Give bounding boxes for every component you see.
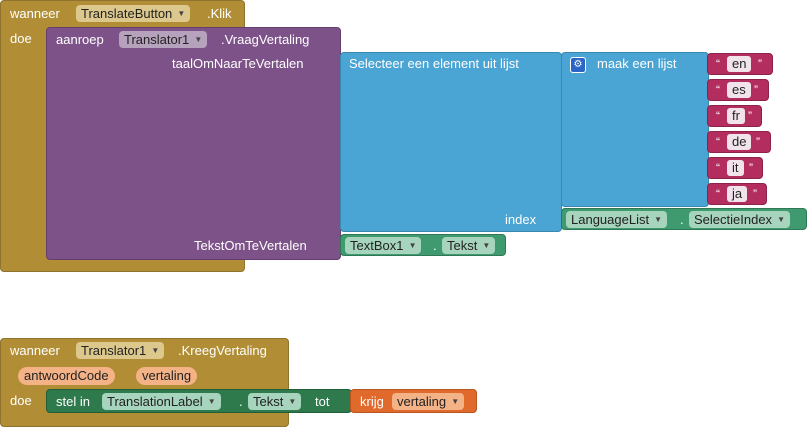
- event-name: .Klik: [207, 6, 232, 21]
- set-property-dropdown[interactable]: Tekst ▼: [248, 393, 302, 410]
- param-antwoordcode[interactable]: antwoordCode: [18, 367, 115, 385]
- variable-label: vertaling: [397, 394, 447, 409]
- param-taal-label: taalOmNaarTeVertalen: [172, 56, 304, 71]
- chevron-down-icon: ▼: [151, 346, 160, 355]
- quote-close: ”: [754, 83, 758, 97]
- quote-open: “: [716, 187, 720, 201]
- call-keyword: aanroep: [56, 32, 104, 47]
- dot-separator: .: [680, 212, 684, 227]
- chevron-down-icon: ▼: [177, 9, 186, 18]
- to-label: tot: [315, 394, 330, 409]
- set-keyword: stel in: [56, 394, 90, 409]
- make-list-label: maak een lijst: [597, 56, 677, 71]
- textbox-label: TextBox1: [350, 238, 404, 253]
- quote-open: “: [716, 109, 720, 123]
- languagelist-label: LanguageList: [571, 212, 650, 227]
- index-label: index: [505, 212, 537, 227]
- text-item-fr[interactable]: “ fr ”: [707, 105, 762, 127]
- quote-open: “: [716, 161, 720, 175]
- variable-dropdown[interactable]: vertaling ▼: [392, 393, 465, 410]
- component-dropdown-label: TranslateButton: [81, 6, 173, 21]
- text-value[interactable]: it: [727, 160, 744, 176]
- get-keyword: krijg: [360, 394, 384, 409]
- text-value[interactable]: de: [727, 134, 752, 150]
- textbox-dropdown[interactable]: TextBox1 ▼: [345, 237, 422, 254]
- make-list-block[interactable]: [561, 52, 709, 207]
- text-value[interactable]: fr: [727, 108, 745, 124]
- component-dropdown[interactable]: Translator1 ▼: [76, 342, 165, 359]
- quote-open: “: [716, 135, 720, 149]
- component-dropdown[interactable]: TranslateButton ▼: [76, 5, 191, 22]
- chevron-down-icon: ▼: [451, 397, 460, 406]
- chevron-down-icon: ▼: [777, 215, 786, 224]
- text-value[interactable]: ja: [727, 186, 748, 202]
- set-component-dropdown[interactable]: TranslationLabel ▼: [102, 393, 221, 410]
- param-vertaling[interactable]: vertaling: [136, 367, 198, 385]
- text-property-dropdown[interactable]: Tekst ▼: [442, 237, 496, 254]
- text-item-de[interactable]: “ de ”: [707, 131, 771, 153]
- quote-close: ”: [756, 135, 760, 149]
- do-label: doe: [10, 393, 32, 408]
- property-dropdown[interactable]: SelectieIndex ▼: [689, 211, 791, 228]
- set-property-label: Tekst: [253, 394, 284, 409]
- chevron-down-icon: ▼: [288, 397, 297, 406]
- select-list-item-block[interactable]: [340, 52, 562, 232]
- do-label: doe: [10, 31, 32, 46]
- gear-icon[interactable]: ⚙: [570, 57, 586, 73]
- quote-close: ”: [758, 57, 762, 71]
- chevron-down-icon: ▼: [654, 215, 663, 224]
- text-value[interactable]: en: [727, 56, 752, 72]
- call-component-dropdown[interactable]: Translator1 ▼: [119, 31, 208, 48]
- method-name: .VraagVertaling: [221, 32, 310, 47]
- chevron-down-icon: ▼: [482, 241, 491, 250]
- component-dropdown-label: Translator1: [81, 343, 147, 358]
- text-item-en[interactable]: “ en ”: [707, 53, 773, 75]
- text-item-it[interactable]: “ it ”: [707, 157, 763, 179]
- quote-close: ”: [748, 109, 752, 123]
- call-component-label: Translator1: [124, 32, 190, 47]
- chevron-down-icon: ▼: [408, 241, 417, 250]
- text-value[interactable]: es: [727, 82, 751, 98]
- quote-open: “: [716, 57, 720, 71]
- quote-open: “: [716, 83, 720, 97]
- quote-close: ”: [753, 187, 757, 201]
- quote-close: ”: [749, 161, 753, 175]
- text-property-label: Tekst: [447, 238, 478, 253]
- event-keyword: wanneer: [10, 6, 60, 21]
- select-label: Selecteer een element uit lijst: [349, 56, 519, 71]
- text-item-ja[interactable]: “ ja ”: [707, 183, 767, 205]
- chevron-down-icon: ▼: [194, 35, 203, 44]
- text-item-es[interactable]: “ es ”: [707, 79, 769, 101]
- property-label: SelectieIndex: [694, 212, 773, 227]
- set-component-label: TranslationLabel: [107, 394, 203, 409]
- dot-separator: .: [239, 394, 243, 409]
- param-tekst-label: TekstOmTeVertalen: [194, 238, 307, 253]
- languagelist-dropdown[interactable]: LanguageList ▼: [566, 211, 668, 228]
- chevron-down-icon: ▼: [207, 397, 216, 406]
- dot-separator: .: [433, 238, 437, 253]
- event-keyword: wanneer: [10, 343, 60, 358]
- call-vraagvertaling-block[interactable]: [46, 27, 341, 260]
- event-name: .KreegVertaling: [178, 343, 267, 358]
